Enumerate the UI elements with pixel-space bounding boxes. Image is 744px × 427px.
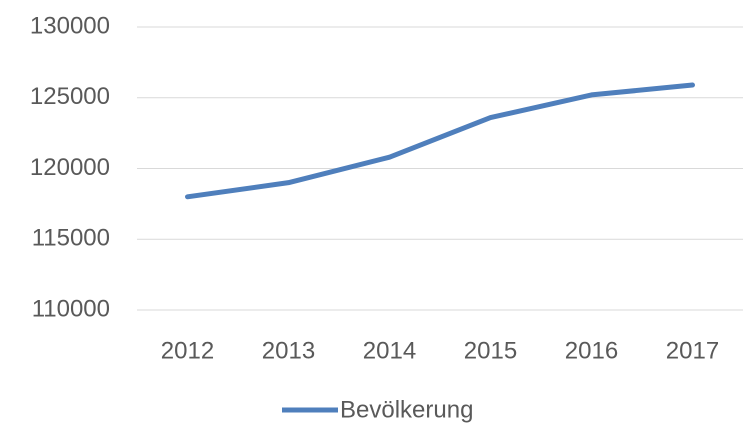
y-tick-label: 110000	[32, 295, 110, 322]
x-tick-label: 2015	[464, 337, 517, 364]
y-tick-label: 125000	[30, 83, 110, 110]
legend-label: Bevölkerung	[340, 396, 473, 423]
data-line	[185, 82, 695, 200]
y-tick-label: 120000	[30, 154, 110, 181]
y-tick-label: 130000	[30, 12, 110, 39]
y-tick-label: 115000	[32, 225, 110, 252]
x-tick-label: 2017	[666, 337, 719, 364]
x-tick-label: 2016	[565, 337, 618, 364]
x-tick-label: 2014	[363, 337, 416, 364]
x-tick-label: 2013	[262, 337, 315, 364]
x-tick-label: 2012	[161, 337, 214, 364]
